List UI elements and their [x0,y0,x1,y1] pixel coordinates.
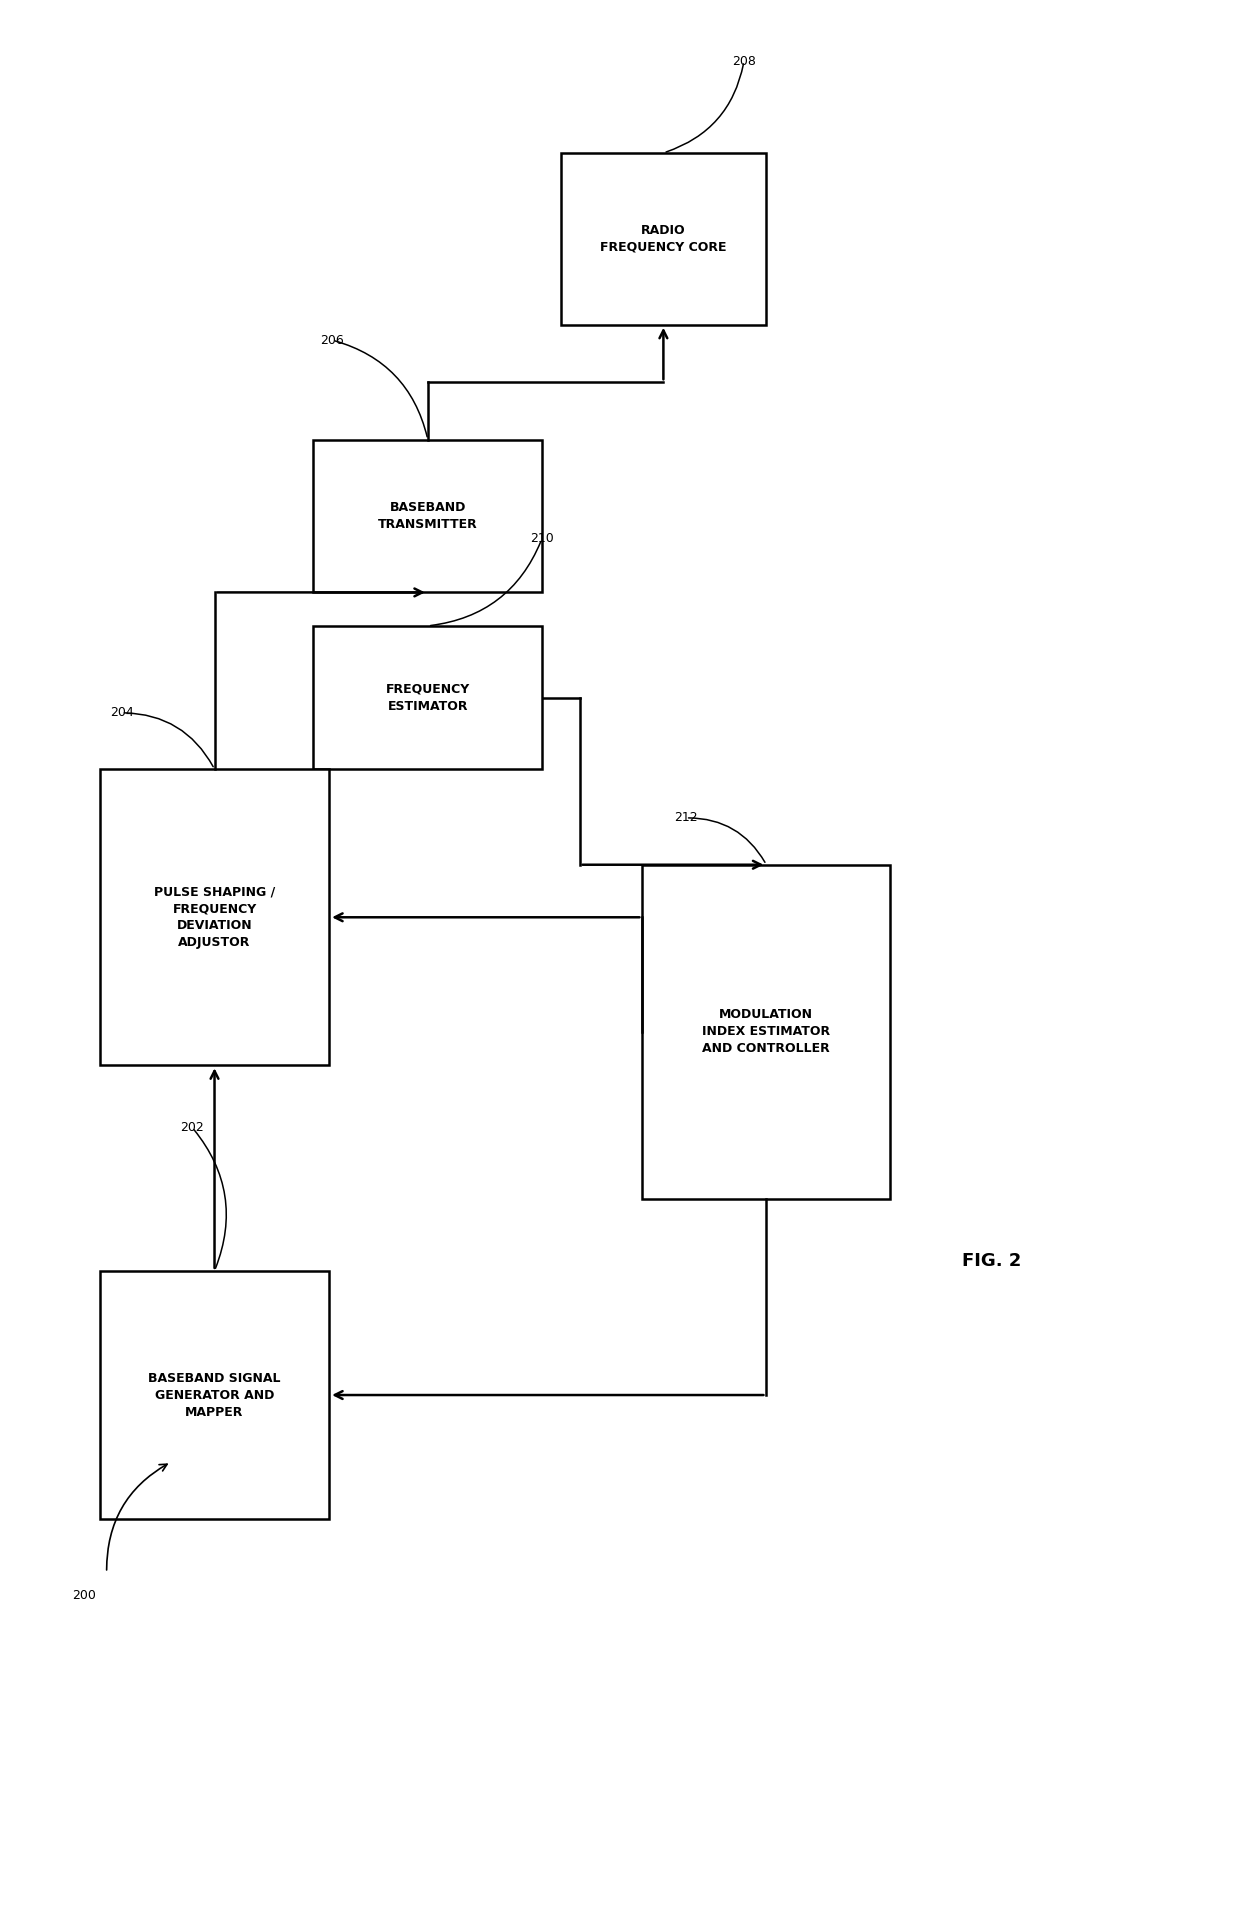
FancyBboxPatch shape [312,627,542,768]
Text: 204: 204 [109,707,134,719]
FancyBboxPatch shape [312,440,542,592]
Text: FIG. 2: FIG. 2 [962,1252,1022,1271]
FancyBboxPatch shape [99,768,329,1066]
Text: MODULATION
INDEX ESTIMATOR
AND CONTROLLER: MODULATION INDEX ESTIMATOR AND CONTROLLE… [702,1009,831,1055]
Text: 206: 206 [320,334,345,346]
FancyBboxPatch shape [560,153,766,325]
Text: PULSE SHAPING /
FREQUENCY
DEVIATION
ADJUSTOR: PULSE SHAPING / FREQUENCY DEVIATION ADJU… [154,885,275,950]
Text: BASEBAND SIGNAL
GENERATOR AND
MAPPER: BASEBAND SIGNAL GENERATOR AND MAPPER [149,1372,280,1418]
FancyBboxPatch shape [99,1271,329,1519]
Text: 202: 202 [180,1122,205,1133]
Text: FREQUENCY
ESTIMATOR: FREQUENCY ESTIMATOR [386,682,470,713]
Text: 212: 212 [673,812,698,824]
Text: 200: 200 [72,1590,97,1601]
Text: BASEBAND
TRANSMITTER: BASEBAND TRANSMITTER [378,501,477,531]
Text: 208: 208 [732,55,756,67]
Text: 210: 210 [529,533,554,545]
FancyBboxPatch shape [642,864,890,1200]
Text: RADIO
FREQUENCY CORE: RADIO FREQUENCY CORE [600,224,727,254]
